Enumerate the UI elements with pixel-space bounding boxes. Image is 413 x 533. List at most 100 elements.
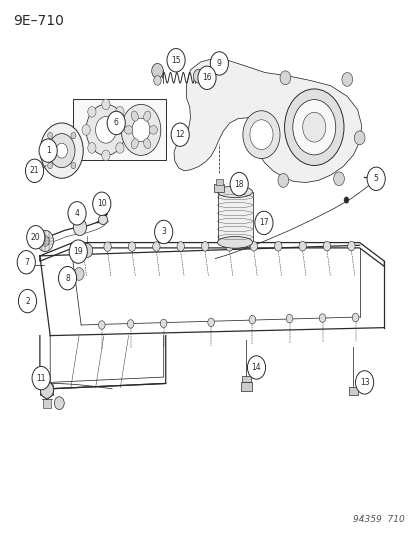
Ellipse shape (217, 237, 252, 248)
Text: 9: 9 (216, 59, 221, 68)
Text: 16: 16 (202, 73, 211, 82)
Circle shape (71, 163, 76, 169)
Text: 3: 3 (161, 228, 166, 237)
Circle shape (160, 319, 166, 328)
Ellipse shape (143, 139, 150, 149)
Circle shape (68, 201, 86, 225)
Circle shape (193, 69, 204, 83)
Circle shape (79, 242, 87, 252)
Circle shape (54, 397, 64, 409)
Text: 4: 4 (74, 209, 79, 218)
Circle shape (48, 134, 75, 167)
Text: 13: 13 (359, 378, 368, 387)
Circle shape (285, 314, 292, 323)
Circle shape (128, 242, 135, 252)
Circle shape (366, 167, 385, 190)
Bar (73, 99, 165, 160)
Circle shape (277, 173, 288, 187)
Circle shape (343, 197, 348, 203)
Ellipse shape (124, 126, 133, 134)
Circle shape (151, 63, 163, 78)
Circle shape (107, 111, 125, 135)
Circle shape (333, 172, 344, 185)
Text: 18: 18 (234, 180, 243, 189)
Circle shape (47, 132, 52, 139)
Circle shape (355, 370, 373, 394)
Circle shape (88, 143, 96, 153)
Text: 19: 19 (73, 247, 83, 256)
Text: 20: 20 (31, 233, 40, 242)
Circle shape (25, 159, 43, 182)
Circle shape (323, 241, 330, 251)
Circle shape (284, 89, 343, 165)
Circle shape (127, 320, 134, 328)
Circle shape (88, 107, 96, 117)
Circle shape (201, 241, 208, 251)
Circle shape (26, 225, 45, 249)
Ellipse shape (131, 139, 138, 149)
Circle shape (154, 220, 172, 244)
Circle shape (71, 132, 76, 139)
Circle shape (86, 104, 126, 156)
Circle shape (347, 241, 354, 251)
Circle shape (102, 99, 110, 110)
Text: 15: 15 (171, 56, 180, 64)
Bar (23, 266, 29, 273)
Circle shape (37, 230, 53, 252)
Circle shape (177, 241, 184, 251)
Circle shape (41, 236, 49, 246)
Circle shape (69, 240, 87, 263)
Circle shape (341, 72, 352, 86)
Circle shape (247, 356, 265, 379)
Circle shape (166, 49, 185, 72)
Ellipse shape (131, 111, 138, 121)
Circle shape (32, 367, 50, 390)
Text: 12: 12 (175, 130, 185, 139)
Circle shape (249, 120, 272, 150)
Bar (348, 387, 358, 395)
Bar (241, 376, 250, 382)
Text: 5: 5 (373, 174, 378, 183)
Circle shape (230, 172, 248, 196)
Circle shape (132, 118, 150, 142)
Text: 6: 6 (114, 118, 119, 127)
Ellipse shape (149, 126, 157, 134)
Circle shape (56, 143, 67, 158)
Ellipse shape (217, 186, 252, 198)
Circle shape (73, 219, 86, 236)
Circle shape (171, 123, 189, 147)
Ellipse shape (143, 111, 150, 121)
Circle shape (82, 244, 93, 257)
Text: 11: 11 (36, 374, 46, 383)
Circle shape (95, 117, 116, 143)
Bar (240, 382, 251, 391)
Bar (214, 183, 224, 192)
Polygon shape (173, 59, 361, 182)
Circle shape (318, 314, 325, 322)
Circle shape (82, 125, 90, 135)
Circle shape (40, 123, 83, 178)
Circle shape (98, 321, 105, 329)
Circle shape (354, 131, 364, 145)
Circle shape (197, 66, 216, 90)
Circle shape (242, 111, 279, 159)
Circle shape (249, 316, 255, 324)
Text: 17: 17 (259, 219, 268, 228)
Circle shape (121, 125, 130, 135)
Circle shape (207, 318, 214, 327)
Circle shape (47, 163, 52, 169)
Text: 10: 10 (97, 199, 106, 208)
Ellipse shape (98, 215, 107, 224)
Circle shape (249, 241, 257, 251)
Text: 21: 21 (30, 166, 39, 175)
Text: 7: 7 (24, 258, 28, 266)
Bar (40, 148, 61, 154)
Circle shape (254, 211, 272, 235)
Circle shape (298, 241, 306, 251)
Text: 8: 8 (65, 273, 70, 282)
Text: 2: 2 (25, 296, 30, 305)
Bar (217, 192, 252, 243)
Circle shape (102, 150, 110, 161)
Circle shape (292, 100, 335, 155)
Circle shape (302, 112, 325, 142)
